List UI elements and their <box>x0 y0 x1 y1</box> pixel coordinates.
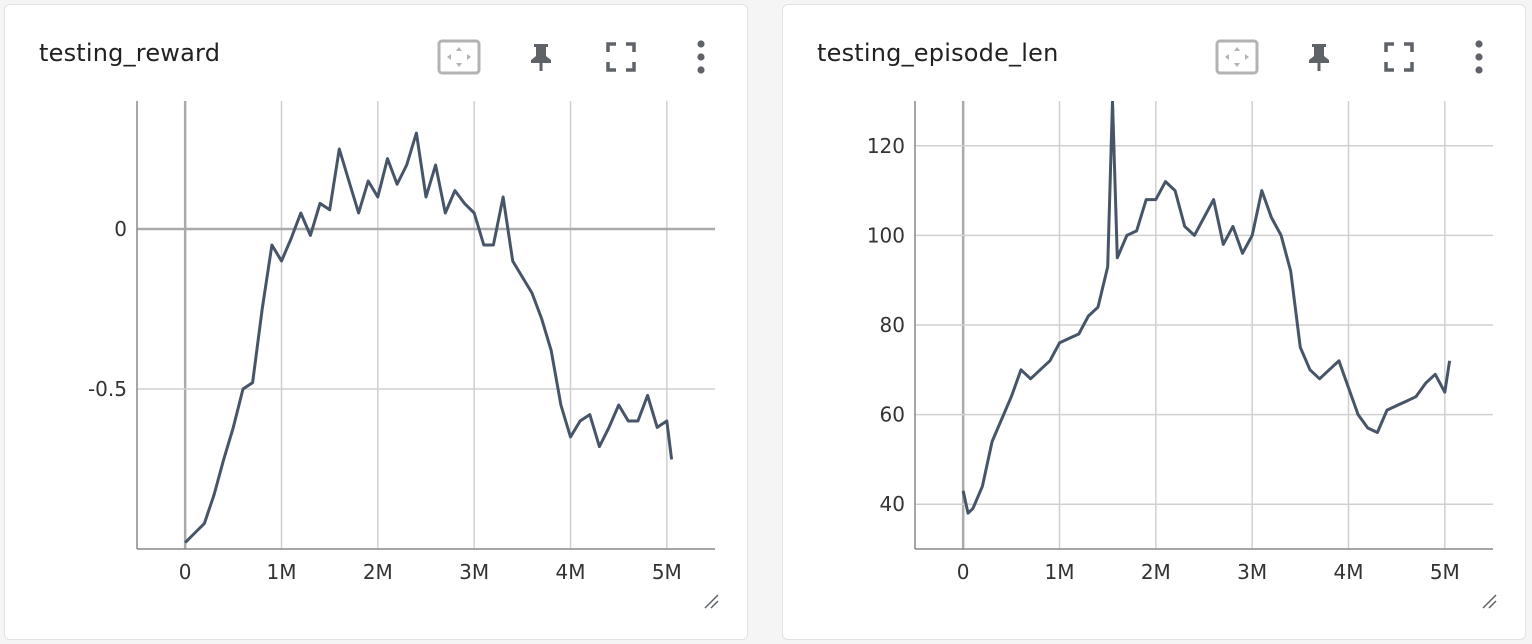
card-toolbar <box>435 35 725 79</box>
chart-card-testing-episode-len: testing_episode_len <box>782 4 1526 640</box>
x-tick-label: 4M <box>1334 560 1364 584</box>
pin-button[interactable] <box>519 35 563 79</box>
fullscreen-button[interactable] <box>1377 35 1421 79</box>
series-line <box>184 131 674 544</box>
y-tick-label: 100 <box>867 223 905 247</box>
data-selection-icon <box>437 39 481 75</box>
more-vert-icon <box>697 40 705 74</box>
more-vert-icon <box>1475 40 1483 74</box>
x-tick-label: 0 <box>957 560 970 584</box>
resize-handle-icon[interactable] <box>1481 593 1497 609</box>
card-toolbar <box>1213 35 1503 79</box>
fullscreen-icon <box>606 42 636 72</box>
y-tick-label: 120 <box>867 134 905 158</box>
y-tick-label: -0.5 <box>88 377 127 401</box>
fullscreen-icon <box>1384 42 1414 72</box>
pin-icon <box>531 44 551 71</box>
y-tick-label: 0 <box>114 217 127 241</box>
x-tick-label: 4M <box>556 560 586 584</box>
more-options-button[interactable] <box>1457 35 1501 79</box>
x-tick-label: 5M <box>652 560 682 584</box>
chart-card-testing-reward: testing_reward <box>4 4 748 640</box>
resize-handle-icon[interactable] <box>703 593 719 609</box>
pin-button[interactable] <box>1297 35 1341 79</box>
pin-icon <box>1309 44 1329 71</box>
y-tick-label: 60 <box>880 403 905 427</box>
line-chart: 0 1M 2M 3M 4M 5M 40 60 80 100 120 <box>867 101 1493 584</box>
data-selection-button[interactable] <box>437 35 481 79</box>
line-chart: 0 1M 2M 3M 4M 5M 0 -0.5 <box>88 101 715 584</box>
x-tick-label: 1M <box>1045 560 1075 584</box>
more-options-button[interactable] <box>679 35 723 79</box>
y-tick-label: 80 <box>880 313 905 337</box>
data-selection-icon <box>1215 39 1259 75</box>
x-tick-label: 2M <box>1141 560 1171 584</box>
x-tick-label: 1M <box>267 560 297 584</box>
y-tick-label: 40 <box>880 492 905 516</box>
fullscreen-button[interactable] <box>599 35 643 79</box>
x-tick-label: 2M <box>363 560 393 584</box>
data-selection-button[interactable] <box>1215 35 1259 79</box>
x-tick-label: 3M <box>1237 560 1267 584</box>
x-tick-label: 5M <box>1430 560 1460 584</box>
x-tick-label: 3M <box>459 560 489 584</box>
card-title: testing_reward <box>39 39 221 67</box>
series-line <box>961 101 1452 515</box>
x-tick-label: 0 <box>179 560 192 584</box>
card-title: testing_episode_len <box>817 39 1059 67</box>
